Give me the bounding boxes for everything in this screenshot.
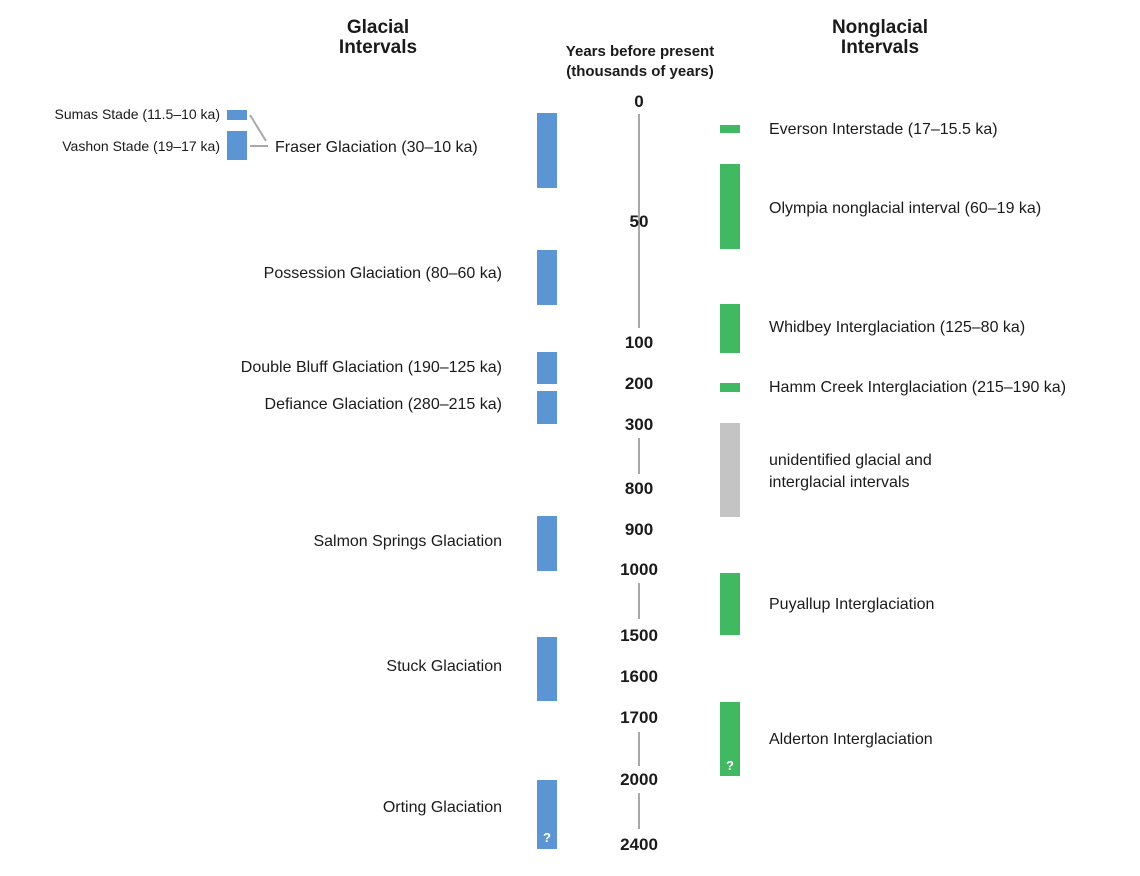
- puyallup-interglaciation-label: Puyallup Interglaciation: [769, 596, 935, 613]
- orting-glaciation-bar: ?: [537, 780, 557, 849]
- everson-interstade-bar: [720, 125, 740, 133]
- glacial-header-line1: Glacial: [346, 17, 410, 38]
- fraser-connector: [249, 114, 268, 147]
- years-header: Years before present (thousands of years…: [540, 42, 740, 82]
- axis-segment-1000-1500: [638, 583, 640, 619]
- hamm-creek-interglaciation-label: Hamm Creek Interglaciation (215–190 ka): [769, 379, 1067, 396]
- hamm-creek-interglaciation-bar: [720, 383, 740, 392]
- tick-label: 900: [624, 520, 654, 539]
- possession-glaciation-bar: [537, 250, 557, 305]
- fraser-glaciation-label: Fraser Glaciation (30–10 ka): [275, 139, 478, 156]
- tick-label: 100: [624, 333, 654, 352]
- defiance-glaciation-bar: [537, 391, 557, 424]
- stuck-glaciation-bar: [537, 637, 557, 701]
- possession-glaciation-label: Possession Glaciation (80–60 ka): [263, 265, 502, 282]
- olympia-interval-label: Olympia nonglacial interval (60–19 ka): [769, 200, 1042, 217]
- sumas-stade-label: Sumas Stade (11.5–10 ka): [54, 106, 220, 122]
- stuck-glaciation-label: Stuck Glaciation: [386, 658, 502, 675]
- alderton-interglaciation-bar: ?: [720, 702, 740, 776]
- vashon-stade-label: Vashon Stade (19–17 ka): [62, 138, 220, 154]
- unidentified-label-line2: interglacial intervals: [769, 474, 910, 491]
- nonglacial-header: Nonglacial Intervals: [800, 18, 960, 58]
- nonglacial-header-line1: Nonglacial: [831, 17, 929, 38]
- axis-segment-0-100: [638, 114, 640, 328]
- orting-glaciation-label: Orting Glaciation: [382, 799, 502, 816]
- tick-label: 2400: [620, 835, 658, 854]
- olympia-interval-bar: [720, 164, 740, 249]
- salmon-springs-glaciation-bar: [537, 516, 557, 571]
- nonglacial-header-line2: Intervals: [840, 37, 920, 58]
- tick-label: 1500: [620, 626, 658, 645]
- puyallup-interglaciation-bar: [720, 573, 740, 635]
- tick-label: 1600: [620, 667, 658, 686]
- tick-label: 800: [624, 479, 654, 498]
- unidentified-label-line1: unidentified glacial and: [769, 452, 932, 469]
- uncertain-mark: ?: [726, 758, 734, 773]
- whidbey-interglaciation-bar: [720, 304, 740, 353]
- sumas-stade-bar: [227, 110, 247, 120]
- tick-label: 0: [634, 92, 644, 111]
- double-bluff-glaciation-label: Double Bluff Glaciation (190–125 ka): [240, 359, 502, 376]
- alderton-interglaciation-label: Alderton Interglaciation: [769, 731, 933, 748]
- unidentified-intervals-label: unidentified glacial and interglacial in…: [769, 451, 932, 493]
- glacial-header-line2: Intervals: [338, 37, 418, 58]
- defiance-glaciation-label: Defiance Glaciation (280–215 ka): [264, 396, 502, 413]
- years-header-line2: (thousands of years): [566, 63, 714, 80]
- tick-label: 1700: [620, 708, 658, 727]
- salmon-springs-glaciation-label: Salmon Springs Glaciation: [313, 533, 502, 550]
- double-bluff-glaciation-bar: [537, 352, 557, 384]
- tick-label: 300: [624, 415, 654, 434]
- whidbey-interglaciation-label: Whidbey Interglaciation (125–80 ka): [769, 319, 1026, 336]
- tick-label: 200: [624, 374, 654, 393]
- tick-label: 1000: [620, 560, 658, 579]
- tick-label: 50: [629, 212, 649, 231]
- years-header-line1: Years before present: [565, 43, 715, 60]
- axis-segment-300-800: [638, 438, 640, 474]
- glacial-header: Glacial Intervals: [318, 18, 438, 58]
- everson-interstade-label: Everson Interstade (17–15.5 ka): [769, 121, 998, 138]
- unidentified-intervals-bar: [720, 423, 740, 517]
- axis-segment-1700-2000: [638, 732, 640, 766]
- uncertain-mark: ?: [543, 830, 551, 845]
- tick-label: 2000: [620, 770, 658, 789]
- fraser-glaciation-bar: [537, 113, 557, 188]
- axis-segment-2000-2400: [638, 793, 640, 829]
- vashon-stade-bar: [227, 131, 247, 160]
